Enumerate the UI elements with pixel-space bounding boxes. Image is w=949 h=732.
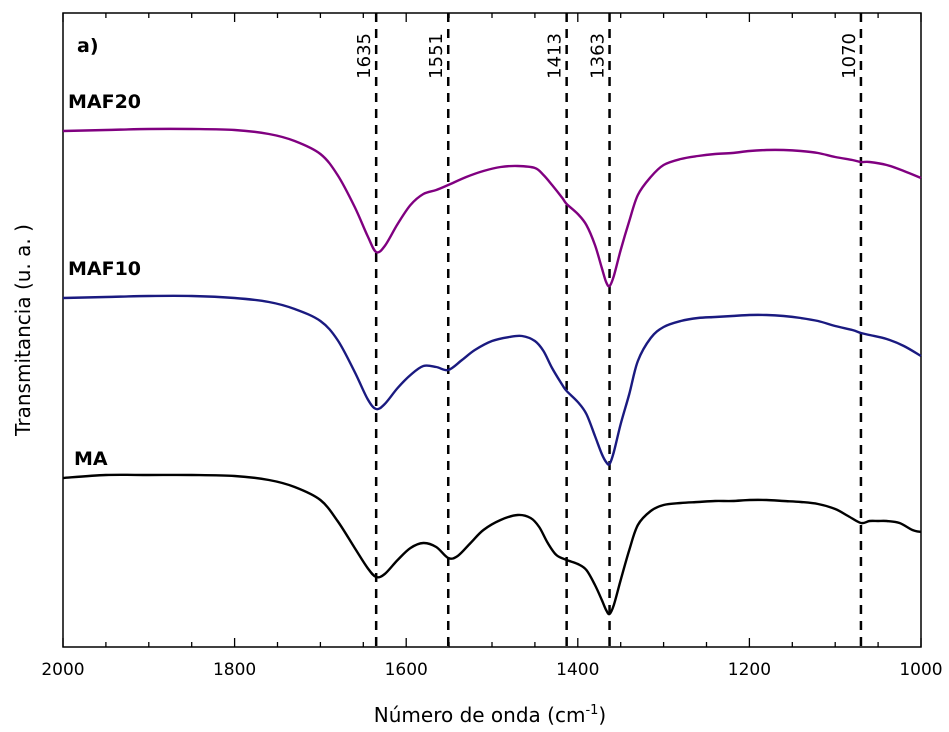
x-axis-title-superscript: -1 bbox=[585, 703, 598, 718]
series-label-maf10: MAF10 bbox=[68, 258, 141, 280]
series-line-maf20 bbox=[62, 127, 922, 288]
x-tick-label-1000: 1000 bbox=[899, 660, 942, 680]
peak-label-1413: 1413 bbox=[545, 33, 566, 79]
peak-markers: 1635 1551 1413 1363 1070 bbox=[354, 13, 863, 647]
y-axis-title: Transmitancia (u. a. ) bbox=[11, 224, 35, 437]
x-axis-title-close: ) bbox=[598, 703, 606, 727]
series-line-maf10 bbox=[62, 294, 922, 466]
series-line-ma bbox=[62, 473, 922, 616]
peak-label-1363: 1363 bbox=[588, 33, 609, 79]
x-tick-label-1600: 1600 bbox=[385, 660, 428, 680]
peak-label-1635: 1635 bbox=[354, 33, 375, 79]
x-axis-ticks: 2000 1800 1600 1400 1200 1000 bbox=[41, 13, 943, 680]
x-axis-title: Número de onda (cm-1) bbox=[374, 703, 606, 727]
plot-frame bbox=[62, 12, 922, 648]
peak-label-1551: 1551 bbox=[426, 33, 447, 79]
x-tick-label-2000: 2000 bbox=[41, 660, 84, 680]
x-tick-label-1200: 1200 bbox=[728, 660, 771, 680]
series-label-maf20: MAF20 bbox=[68, 91, 141, 113]
x-axis-title-main: Número de onda (cm bbox=[374, 703, 586, 727]
peak-label-1070: 1070 bbox=[839, 33, 860, 79]
panel-label: a) bbox=[77, 35, 99, 57]
series-label-ma: MA bbox=[74, 448, 108, 470]
x-tick-label-1800: 1800 bbox=[213, 660, 256, 680]
x-tick-label-1400: 1400 bbox=[556, 660, 599, 680]
series-layer bbox=[62, 127, 922, 616]
